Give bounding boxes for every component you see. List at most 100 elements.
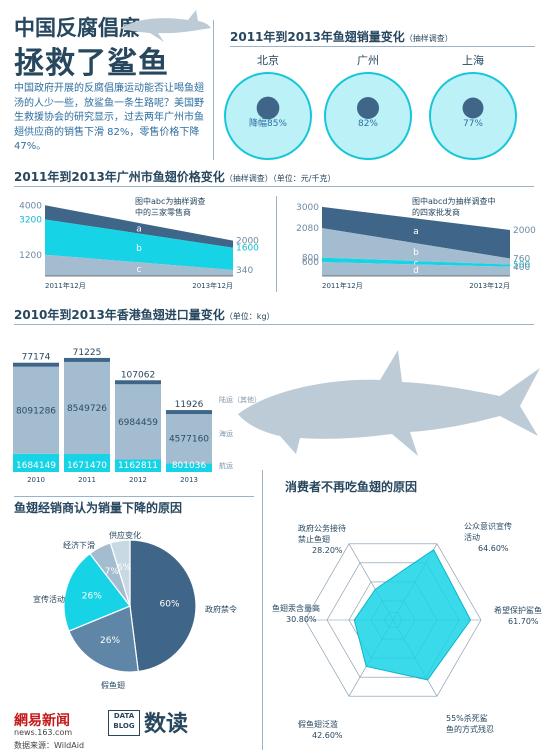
series-label: a	[136, 224, 142, 234]
y-value-label: 3000	[296, 203, 319, 213]
chart-note: 图中abc为抽样调查	[135, 196, 205, 206]
sales-percent: 82%	[358, 119, 378, 129]
sea-value: 6984459	[118, 418, 158, 428]
intro-text: 中国政府开展的反腐倡廉运动能否让喝鱼翅汤的人少一些，放鲨鱼一条生路呢？美国野生救…	[14, 83, 204, 152]
divider	[213, 20, 214, 160]
radar-category: 希望保护鲨鱼	[494, 605, 542, 615]
pie-category: 供应变化	[109, 530, 141, 540]
radar-value: 61.70%	[508, 617, 539, 626]
pie-percent: 7%	[105, 567, 120, 577]
x-tick-label: 2010	[27, 476, 45, 484]
y-value-label: 800	[302, 254, 319, 264]
datablog-logo: DATA BLOG	[108, 710, 140, 736]
city-label: 广州	[357, 54, 379, 67]
series-label: c	[137, 265, 142, 275]
radar-category: 活动	[464, 532, 480, 542]
area-band	[45, 205, 233, 248]
air-value: 1684149	[16, 461, 56, 471]
area-band	[45, 219, 233, 270]
area-band	[45, 254, 233, 276]
sales-dot	[256, 96, 280, 120]
y-value-label: 2000	[513, 226, 536, 236]
city-label: 上海	[462, 53, 484, 67]
pie-slice	[63, 552, 131, 632]
bar-air	[166, 463, 212, 472]
series-label: b	[136, 244, 142, 254]
price-section-title: 2011年到2013年广州市鱼翅价格变化（抽样调查）（单位：元/千克）	[14, 170, 336, 184]
bar-sea	[166, 414, 212, 464]
sales-dot	[356, 96, 380, 120]
pie-slice	[68, 605, 139, 673]
bar-sea	[13, 366, 59, 454]
series-label: b	[413, 248, 419, 258]
land-value: 11926	[175, 400, 204, 410]
y-value-label: 2080	[296, 224, 319, 234]
radar-value: 28.20%	[312, 546, 343, 555]
land-value: 107062	[121, 370, 155, 380]
sea-value: 8091286	[16, 406, 56, 416]
air-value: 1671470	[67, 461, 107, 471]
y-value-label: 400	[513, 263, 530, 273]
legend-land: 陆运（其他）	[219, 395, 261, 404]
sales-dot	[462, 97, 484, 119]
bar-air	[115, 459, 161, 472]
bar-air	[13, 453, 59, 472]
divider	[230, 46, 535, 47]
y-value-label: 1600	[236, 244, 259, 254]
pie-category: 宣传活动	[33, 594, 65, 604]
pie-category: 政府禁令	[205, 604, 237, 614]
chart-note: 图中abcd为抽样调查中	[412, 196, 495, 206]
page-title-line1: 中国反腐倡廉	[14, 16, 140, 40]
divider	[262, 470, 263, 750]
bar-land	[13, 362, 59, 367]
netease-logo: 網易新闻	[14, 713, 70, 729]
import-bar-chart: 77174 8091286 1684149 2010 71225 8549726 16714…	[13, 348, 540, 484]
y-value-label: 600	[302, 258, 319, 268]
bar-sea	[115, 384, 161, 460]
y-value-label: 4000	[19, 201, 42, 211]
sea-value: 8549726	[67, 404, 107, 414]
pie-percent: 60%	[160, 600, 180, 610]
air-value: 801036	[172, 461, 207, 471]
radar-category: 鱼的方式残忍	[446, 724, 494, 734]
x-tick-label: 2013	[180, 476, 198, 484]
pie-category: 经济下滑	[63, 540, 95, 550]
y-value-label: 2000	[236, 237, 259, 247]
x-tick-label: 2011	[78, 476, 96, 484]
radar-category: 政府公务接待	[298, 523, 346, 533]
sales-section-title: 2011年到2013年鱼翅销量变化（抽样调查）	[230, 30, 453, 44]
radar-area	[353, 548, 472, 681]
retail-price-chart: a 4000 2000 b 3200 1600 c 1200 340 2011年12月 2013年1…	[19, 196, 259, 290]
series-label: a	[413, 227, 419, 237]
shark-illustration	[238, 350, 540, 456]
x-tick-label: 2011年12月	[45, 281, 86, 290]
sea-value: 4577160	[169, 435, 209, 445]
y-value-label: 760	[513, 254, 530, 264]
data-source: 数据来源：WildAid	[14, 741, 85, 750]
bar-air	[64, 453, 110, 472]
y-value-label: 340	[236, 266, 253, 276]
series-label: d	[413, 266, 419, 276]
pie-percent: 26%	[100, 636, 120, 646]
pie-slice	[129, 539, 197, 673]
x-tick-label: 2013年12月	[469, 281, 510, 290]
land-value: 77174	[22, 353, 51, 363]
wholesale-price-chart: a 3000 2000 b 2080 760 c 800 500 d 600 400 2011年12月 2…	[296, 196, 536, 290]
radar-category: 55%杀死鲨	[446, 713, 488, 723]
reasons-pie-chart: 60% 政府禁令 26% 假鱼翅 26% 宣传活动 7% 经济下滑 6% 供应变化	[33, 530, 237, 690]
import-section-title: 2010年到2013年香港鱼翅进口量变化（单位：kg）	[14, 308, 275, 322]
shark-header-icon	[120, 10, 211, 42]
datablog-name: 数读	[144, 712, 189, 737]
consumer-section-title: 消费者不再吃鱼翅的原因	[285, 480, 418, 494]
radar-value: 64.60%	[478, 544, 509, 553]
pie-category: 假鱼翅	[101, 680, 125, 690]
bar-land	[166, 410, 212, 415]
radar-value: 30.80%	[286, 615, 317, 624]
chart-note: 的四家批发商	[412, 207, 460, 217]
y-value-label: 1200	[19, 251, 42, 261]
area-band	[322, 257, 510, 267]
pie-percent: 26%	[82, 592, 102, 602]
bar-land	[64, 357, 110, 362]
bar-land	[115, 380, 161, 385]
